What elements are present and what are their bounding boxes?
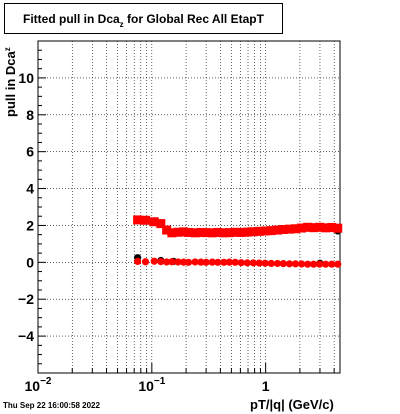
y-tick-label: 4	[26, 181, 34, 197]
circle-marker	[220, 258, 228, 266]
square-marker	[327, 222, 337, 232]
square-marker	[213, 227, 223, 237]
square-marker	[254, 226, 264, 236]
circle-marker	[334, 260, 342, 268]
circle-marker	[163, 258, 171, 266]
square-marker	[333, 223, 343, 233]
square-marker	[278, 225, 288, 235]
square-marker	[272, 225, 282, 235]
chart-title: Fitted pull in Dcaz for Global Rec All E…	[23, 12, 264, 29]
square-marker	[284, 224, 294, 234]
circle-marker	[328, 260, 336, 268]
square-marker	[219, 228, 229, 238]
square-marker	[266, 226, 276, 236]
y-tick-label: 0	[26, 254, 34, 270]
square-marker	[173, 227, 183, 237]
circle-marker	[243, 259, 251, 267]
circle-marker	[249, 259, 257, 267]
x-tick-label: 10−1	[138, 376, 165, 394]
circle-marker	[197, 258, 205, 266]
square-marker	[156, 219, 166, 229]
y-tick-label: 8	[26, 107, 34, 123]
square-marker	[309, 223, 319, 233]
circle-marker	[150, 257, 158, 265]
square-marker	[260, 226, 270, 236]
circle-marker	[255, 259, 263, 267]
circle-marker	[174, 258, 182, 266]
square-marker	[167, 228, 177, 238]
circle-marker	[214, 258, 222, 266]
square-marker	[196, 227, 206, 237]
circle-marker	[322, 260, 330, 268]
plot-frame	[37, 40, 341, 374]
y-tick-label: 2	[26, 217, 34, 233]
square-marker	[201, 228, 211, 238]
y-tick-label: −2	[18, 291, 34, 307]
circle-marker	[237, 259, 245, 267]
square-marker	[224, 228, 234, 238]
y-tick-label: 10	[18, 70, 34, 86]
circle-marker	[225, 258, 233, 266]
circle-marker	[298, 260, 306, 268]
square-marker	[141, 215, 151, 225]
circle-marker	[157, 257, 165, 266]
circle-marker	[208, 258, 216, 266]
chart-title-box: Fitted pull in Dcaz for Global Rec All E…	[4, 3, 283, 34]
circle-marker	[304, 260, 312, 268]
square-marker	[190, 228, 200, 238]
square-marker	[291, 224, 301, 234]
y-tick-label: −4	[18, 328, 34, 344]
square-marker	[207, 228, 217, 238]
x-axis-label: pT/|q| (GeV/c)	[250, 397, 334, 412]
square-marker	[230, 227, 240, 237]
x-tick-label: 1	[262, 378, 270, 394]
circle-marker	[191, 258, 199, 266]
square-marker	[297, 223, 307, 233]
square-marker	[303, 222, 313, 232]
circle-marker	[310, 260, 318, 268]
circle-marker	[273, 259, 282, 268]
square-marker	[242, 227, 252, 237]
circle-marker	[231, 258, 239, 266]
square-marker	[315, 222, 325, 232]
square-marker	[248, 227, 258, 237]
circle-marker	[184, 258, 193, 266]
square-marker	[133, 215, 143, 225]
circle-marker	[291, 260, 300, 268]
circle-marker	[279, 260, 287, 268]
circle-marker	[141, 258, 150, 266]
square-marker	[149, 217, 159, 227]
circle-marker	[267, 259, 275, 268]
circle-marker	[261, 259, 269, 267]
square-marker	[179, 227, 189, 237]
square-marker	[184, 227, 194, 237]
square-marker	[321, 223, 331, 233]
circle-marker	[168, 258, 176, 266]
square-marker	[236, 227, 246, 237]
x-tick-label: 10−2	[25, 376, 52, 394]
timestamp: Thu Sep 22 16:00:58 2022	[3, 401, 100, 410]
circle-marker	[202, 258, 210, 266]
circle-marker	[285, 260, 294, 268]
circle-marker	[316, 260, 324, 268]
circle-marker	[134, 257, 142, 266]
y-tick-label: 6	[26, 144, 34, 160]
square-marker	[162, 225, 172, 235]
y-axis-label: pull in Dcaz	[3, 47, 18, 117]
